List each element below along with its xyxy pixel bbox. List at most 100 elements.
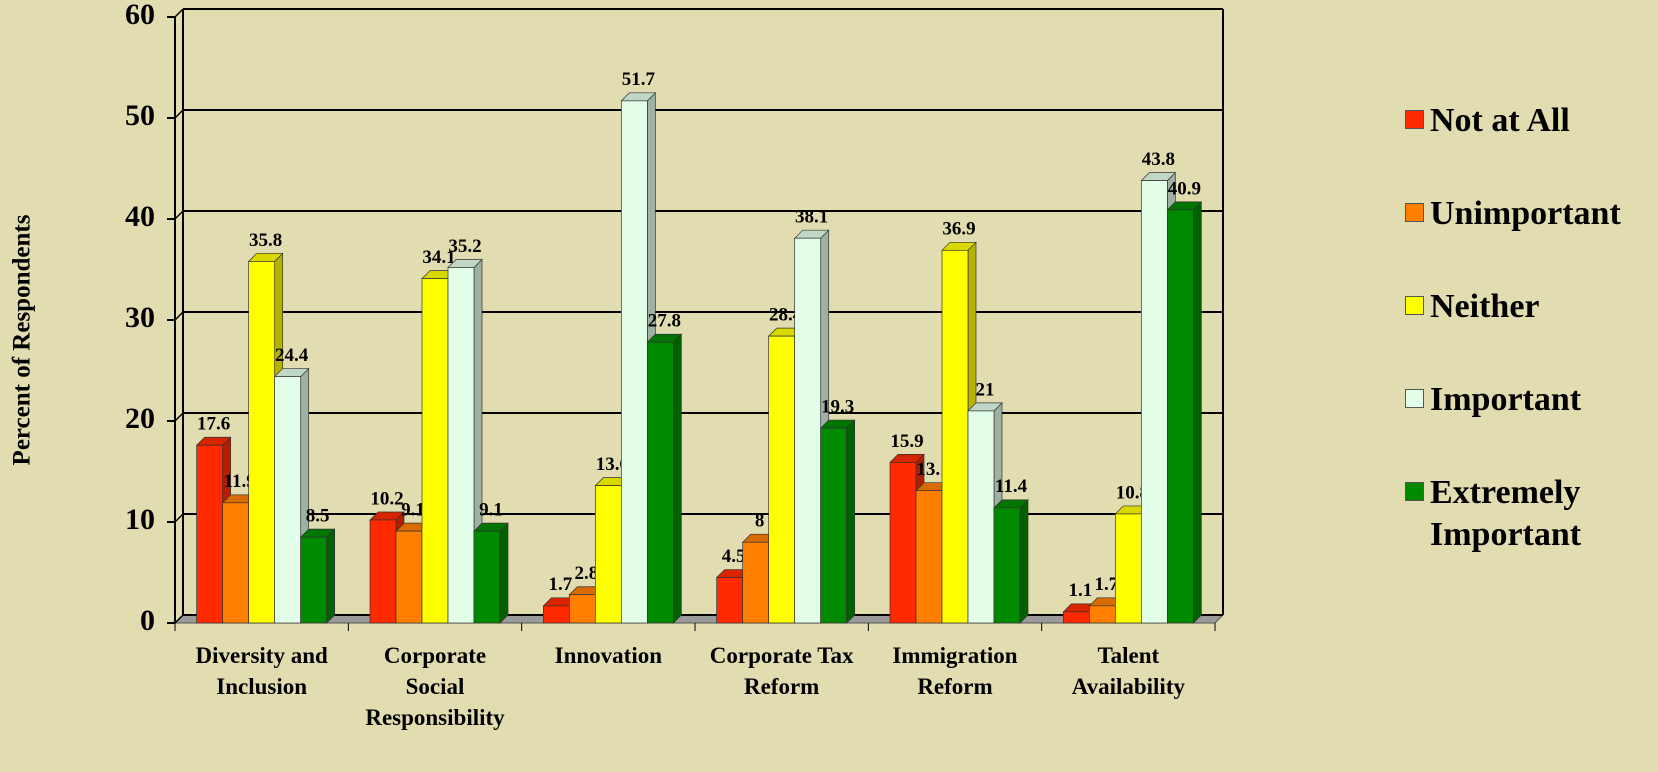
bar [222,502,250,624]
x-tick-label: Talent Availability [1071,643,1185,699]
x-tick-label: Immigration Reform [892,643,1018,699]
data-label: 1.1 [1068,580,1092,601]
data-label: 17.6 [197,414,230,435]
bar [395,530,423,624]
data-label: 13.1 [916,459,949,480]
bar [941,249,969,624]
bar [1088,605,1116,624]
bar-side [846,419,856,624]
legend-entry: Extremely Important [1405,472,1645,556]
data-label: 11.9 [224,471,256,492]
legend-entry: Important [1405,379,1645,421]
data-label: 1.7 [1094,574,1118,595]
bar [473,530,501,624]
grid-diag [174,109,184,119]
data-label: 21 [976,379,995,400]
legend-entry: Unimportant [1405,193,1645,235]
bar [967,410,995,624]
legend-label: Not at All [1430,102,1570,139]
data-label: 36.9 [942,219,975,240]
bar [794,237,822,624]
bar-side [326,528,336,624]
grid-diag [174,8,184,18]
data-label: 35.2 [448,236,481,257]
bar [889,462,917,624]
legend-entry: Neither [1405,286,1645,328]
bar [274,376,302,624]
legend-entry: Not at All [1405,100,1645,142]
grid-diag [174,412,184,422]
data-label: 8.5 [306,506,330,527]
bar-side [672,333,682,624]
x-tick-label: Innovation [554,643,663,668]
bar [820,427,848,624]
bar [369,519,397,624]
x-tick-label: Diversity and Inclusion [195,643,328,699]
y-tick-label: 40 [125,200,155,233]
bar [768,335,796,624]
data-label: 9.1 [479,499,503,520]
data-label: 24.4 [275,345,309,366]
grid-diag [174,614,184,624]
legend-swatch [1405,389,1424,408]
legend-swatch [1405,296,1424,315]
data-label: 43.8 [1142,149,1175,170]
legend-swatch [1405,110,1424,129]
data-label: 9.1 [401,499,425,520]
x-tick-label: Corporate Social Responsibility [365,643,505,730]
bar [993,507,1021,624]
data-label: 2.8 [574,563,598,584]
y-axis-label: Percent of Respondents [9,214,36,465]
data-label: 38.1 [795,207,828,228]
legend-label: Important [1430,381,1582,418]
bar [1114,513,1142,624]
bar-side [499,522,509,624]
grid-diag [174,311,184,321]
bar [542,605,570,624]
legend-swatch [1405,203,1424,222]
bar [568,594,596,624]
bar [1166,209,1194,624]
y-tick-label: 20 [125,402,155,435]
bar-side [1019,499,1029,624]
bar [248,261,276,624]
data-label: 40.9 [1168,178,1201,199]
legend-label: Neither [1430,288,1540,325]
bar [421,278,449,624]
data-label: 13.6 [596,454,629,475]
legend-label: Unimportant [1430,195,1621,232]
x-tick-label: Corporate Tax Reform [709,643,854,699]
bar [915,490,943,624]
bar [716,577,744,624]
y-tick-label: 30 [125,301,155,334]
data-label: 8 [755,511,765,532]
bar-side [1192,201,1202,624]
data-label: 35.8 [249,230,282,251]
data-label: 1.7 [548,574,572,595]
legend-label: Extremely Important [1430,474,1582,553]
data-label: 4.5 [722,546,746,567]
data-label: 15.9 [890,431,923,452]
y-tick-label: 0 [140,604,155,637]
data-label: 19.3 [821,396,854,417]
bar [620,100,648,624]
data-label: 10.8 [1116,482,1149,503]
data-label: 51.7 [622,69,656,90]
grid-diag [174,210,184,220]
data-label: 11.4 [995,476,1028,497]
bar [196,444,224,624]
y-tick-label: 60 [125,0,155,31]
bar [594,485,622,624]
bar [646,341,674,624]
y-tick-label: 50 [125,99,155,132]
bar [447,267,475,624]
data-label: 27.8 [648,311,681,332]
data-label: 10.2 [370,488,403,509]
data-label: 34.1 [422,247,455,268]
bar [742,541,770,624]
bar [300,536,328,624]
y-tick-label: 10 [125,503,155,536]
bar [1140,180,1168,624]
